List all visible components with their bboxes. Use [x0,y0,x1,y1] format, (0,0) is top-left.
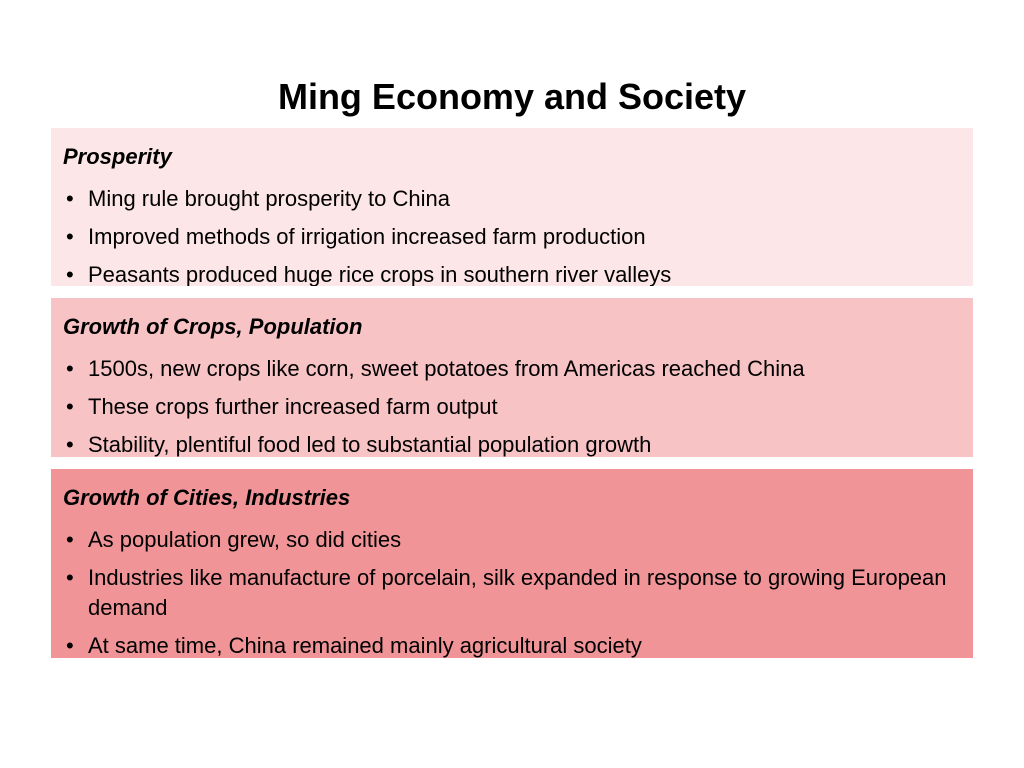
bullet-item: Stability, plentiful food led to substan… [66,430,961,457]
section-box: Prosperity Ming rule brought prosperity t… [51,128,973,286]
bullet-list: As population grew, so did cities Industr… [63,525,961,658]
bullet-item: Peasants produced huge rice crops in sou… [66,260,961,286]
bullet-item: These crops further increased farm outpu… [66,392,961,422]
bullet-list: Ming rule brought prosperity to China Imp… [63,184,961,286]
section-heading: Growth of Cities, Industries [63,485,351,510]
bullet-item: Ming rule brought prosperity to China [66,184,961,214]
section-box: Growth of Cities, Industries As populatio… [51,469,973,658]
bullet-item: As population grew, so did cities [66,525,961,555]
section-heading: Prosperity [63,144,172,169]
bullet-item: At same time, China remained mainly agri… [66,631,961,658]
bullet-list: 1500s, new crops like corn, sweet potato… [63,354,961,457]
section-box: Growth of Crops, Population 1500s, new cr… [51,298,973,457]
bullet-item: Industries like manufacture of porcelain… [66,563,961,623]
slide-title: Ming Economy and Society [277,76,747,117]
bullet-item: 1500s, new crops like corn, sweet potato… [66,354,961,384]
bullet-item: Improved methods of irrigation increased… [66,222,961,252]
section-heading: Growth of Crops, Population [63,314,363,339]
